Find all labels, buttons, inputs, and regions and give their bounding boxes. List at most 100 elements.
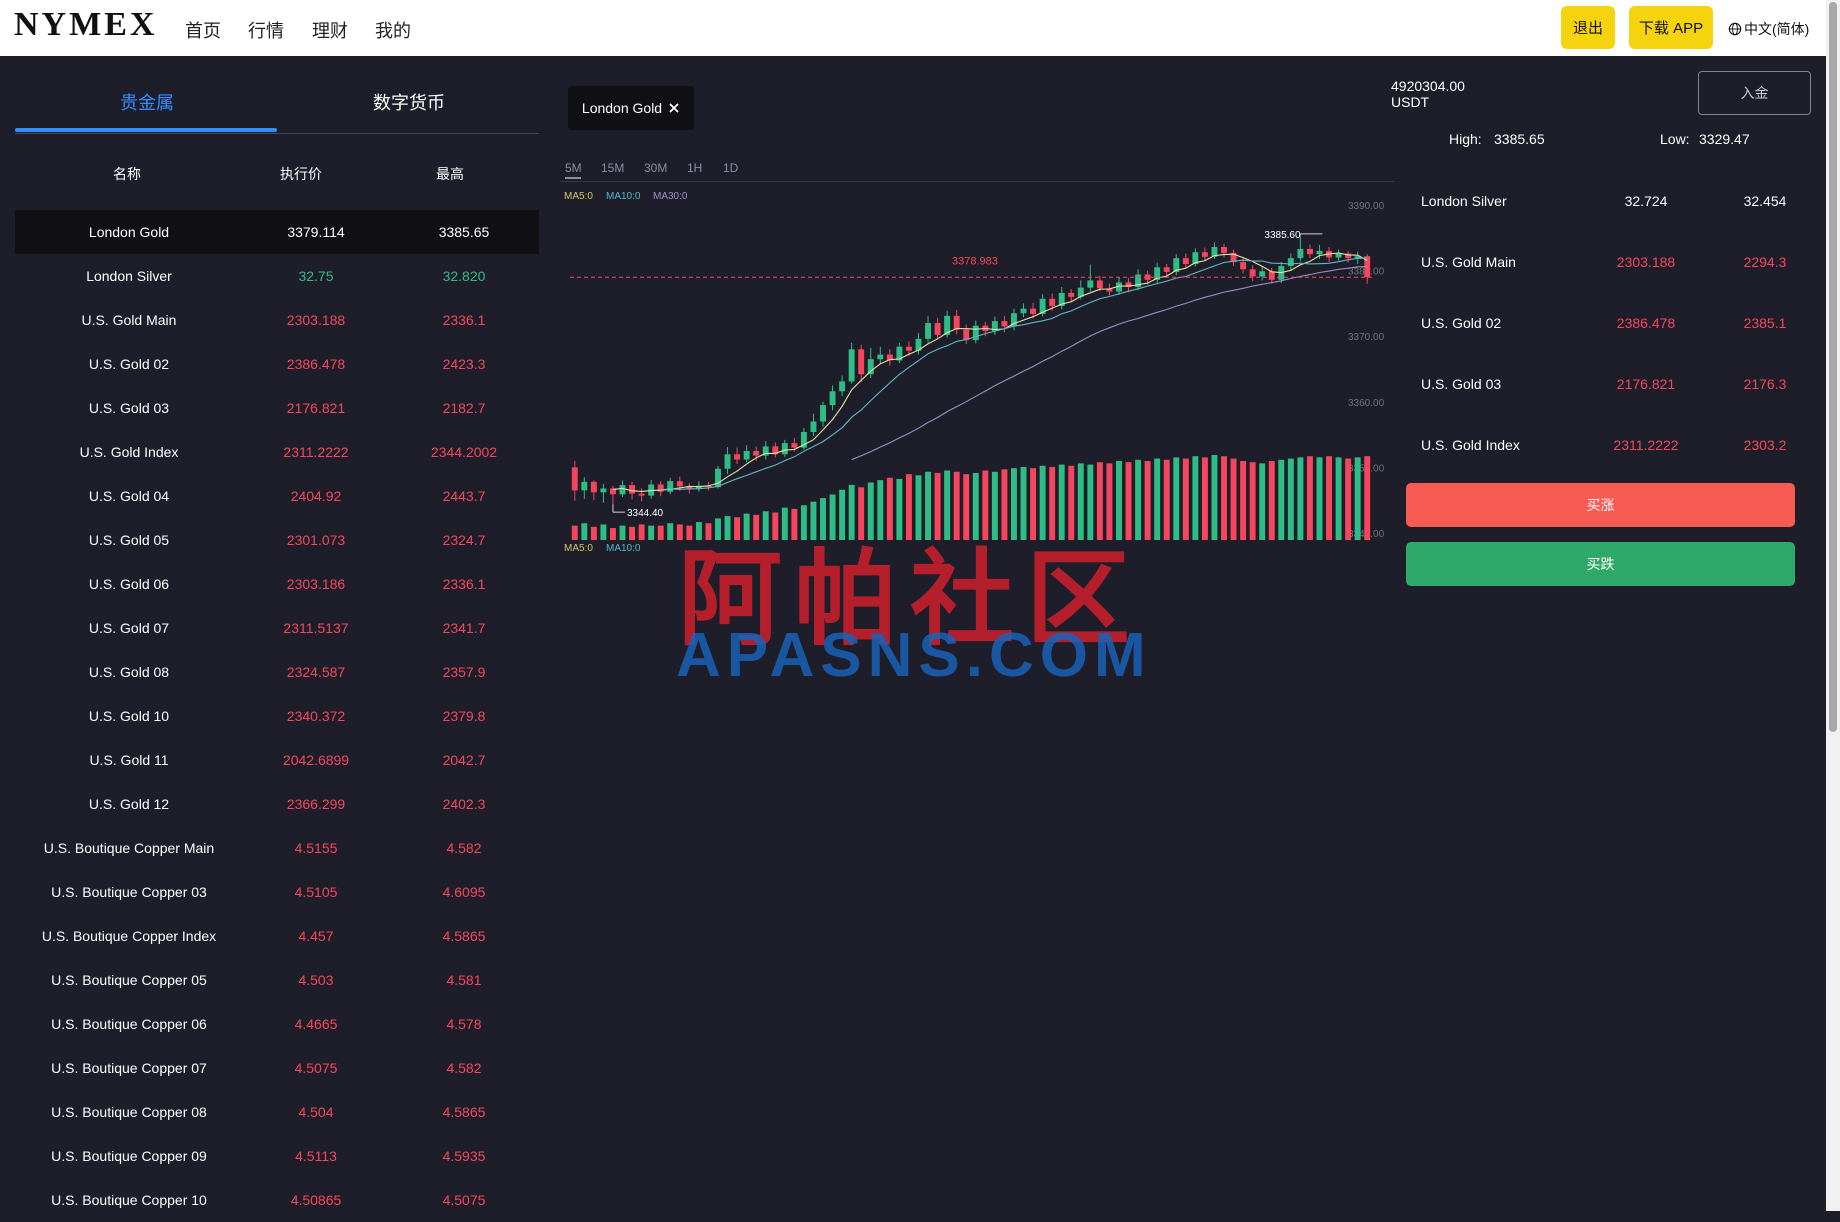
table-row[interactable]: U.S. Boutique Copper 05 4.503 4.581 [15,958,539,1002]
watchlist-row[interactable]: U.S. Gold Index 2311.2222 2303.2 [1405,437,1795,457]
table-row[interactable]: U.S. Gold 11 2042.6899 2042.7 [15,738,539,782]
table-row[interactable]: U.S. Gold 08 2324.587 2357.9 [15,650,539,694]
timeframe-1d[interactable]: 1D [723,161,739,175]
watchlist-row[interactable]: U.S. Gold Main 2303.188 2294.3 [1405,254,1795,274]
candle-body [1287,258,1294,267]
buy-up-button[interactable]: 买涨 [1406,483,1795,527]
candle-body [581,481,588,491]
row-price: 2366.299 [286,796,346,812]
language-selector[interactable]: 中文(简体) [1728,19,1809,39]
scrollbar-thumb[interactable] [1829,2,1837,732]
timeframe-30m[interactable]: 30M [644,161,668,175]
ma30-legend: MA30:0 [653,191,688,202]
candle-body [1182,258,1189,265]
table-row[interactable]: U.S. Gold 03 2176.821 2182.7 [15,386,539,430]
timeframe-5m[interactable]: 5M [565,161,582,175]
nav-market[interactable]: 行情 [248,21,284,41]
volume-bar [1020,466,1027,540]
table-row[interactable]: U.S. Boutique Copper 10 4.50865 4.5075 [15,1178,539,1222]
volume-bar [1335,457,1342,540]
candle-body [1030,308,1037,314]
table-row[interactable]: U.S. Gold 06 2303.186 2336.1 [15,562,539,606]
row-name: U.S. Boutique Copper Main [43,840,215,856]
candle-body [953,315,960,330]
table-row[interactable]: London Gold 3379.114 3385.65 [15,210,539,254]
table-row[interactable]: U.S. Gold 07 2311.5137 2341.7 [15,606,539,650]
table-row[interactable]: U.S. Boutique Copper 03 4.5105 4.6095 [15,870,539,914]
nav-finance[interactable]: 理财 [312,21,348,41]
table-row[interactable]: U.S. Boutique Copper 08 4.504 4.5865 [15,1090,539,1134]
ma5-line [612,252,1368,492]
candle-body [753,451,760,456]
tab-crypto[interactable]: 数字货币 [373,93,445,113]
row-price: 4.504 [298,1104,334,1120]
logout-button[interactable]: 退出 [1561,6,1615,49]
table-row[interactable]: U.S. Boutique Copper Main 4.5155 4.582 [15,826,539,870]
timeframe-15m[interactable]: 15M [601,161,625,175]
timeframe-1h[interactable]: 1H [687,161,703,175]
candle-body [1116,282,1122,292]
volume-bar [1182,458,1189,540]
table-row[interactable]: U.S. Gold 05 2301.073 2324.7 [15,518,539,562]
volume-bar [896,478,903,540]
table-row[interactable]: U.S. Gold 12 2366.299 2402.3 [15,782,539,826]
buy-down-button[interactable]: 买跌 [1406,542,1795,586]
volume-bar [1211,455,1218,540]
watchlist-row[interactable]: U.S. Gold 02 2386.478 2385.1 [1405,315,1795,335]
volume-bar [743,513,750,540]
download-app-button[interactable]: 下载 APP [1629,6,1713,49]
volume-bar [610,528,616,540]
nav-mine[interactable]: 我的 [375,21,411,41]
table-row[interactable]: London Silver 32.75 32.820 [15,254,539,298]
row-high: 2423.3 [442,356,486,372]
low-value: 3329.47 [1699,131,1750,147]
candle-body [1192,252,1199,265]
nav-home[interactable]: 首页 [185,21,221,41]
row-name: U.S. Gold 07 [88,620,170,636]
table-row[interactable]: U.S. Boutique Copper Index 4.457 4.5865 [15,914,539,958]
row-price: 2176.821 [286,400,346,416]
ma10-legend: MA10:0 [606,191,641,202]
table-row[interactable]: U.S. Gold 02 2386.478 2423.3 [15,342,539,386]
row-name: U.S. Boutique Copper 10 [51,1192,207,1208]
candle-body [972,325,979,341]
row-price: 4.4665 [294,1016,338,1032]
table-row[interactable]: U.S. Boutique Copper 09 4.5113 4.5935 [15,1134,539,1178]
row-name: U.S. Gold 05 [88,532,170,548]
watchlist-row[interactable]: U.S. Gold 03 2176.821 2176.3 [1405,376,1795,396]
candle-body [1096,280,1103,289]
volume-bar [638,524,645,540]
candle-body [886,354,893,361]
row-name: U.S. Gold 12 [88,796,170,812]
table-row[interactable]: U.S. Gold 04 2404.92 2443.7 [15,474,539,518]
deposit-button[interactable]: 入金 [1698,71,1811,115]
watchlist-row[interactable]: London Silver 32.724 32.454 [1405,193,1795,213]
volume-bar [905,474,912,540]
watchlist-name: U.S. Gold 02 [1421,315,1502,331]
table-row[interactable]: U.S. Boutique Copper 06 4.4665 4.578 [15,1002,539,1046]
candle-body [1259,271,1266,277]
volume-bar [858,487,865,540]
table-row[interactable]: U.S. Gold Main 2303.188 2336.1 [15,298,539,342]
chart-symbol-tab[interactable]: London Gold [568,86,694,130]
table-row[interactable]: U.S. Gold Index 2311.2222 2344.2002 [15,430,539,474]
volume-bar [1125,462,1132,540]
table-row[interactable]: U.S. Gold 10 2340.372 2379.8 [15,694,539,738]
candle-body [734,454,741,460]
volume-bar [886,477,893,540]
logo[interactable]: NYMEX [14,6,158,43]
high-value: 3385.65 [1494,131,1545,147]
row-name: U.S. Boutique Copper 07 [51,1060,207,1076]
volume-bar [715,518,721,540]
language-label: 中文(简体) [1744,21,1810,37]
volume-bar [982,470,989,540]
volume-bar [1249,462,1256,540]
candlestick-chart[interactable]: MA5:0 MA10:0 MA30:0 MA5:0 MA10:0 3390.00… [560,185,1395,645]
balance-amount: 4920304.00 [1391,78,1465,94]
close-icon[interactable] [668,102,680,114]
volume-bar [629,526,636,540]
candle-body [1249,269,1256,277]
table-row[interactable]: U.S. Boutique Copper 07 4.5075 4.582 [15,1046,539,1090]
volume-bar [1096,462,1103,540]
tab-precious-metals[interactable]: 贵金属 [120,93,174,113]
